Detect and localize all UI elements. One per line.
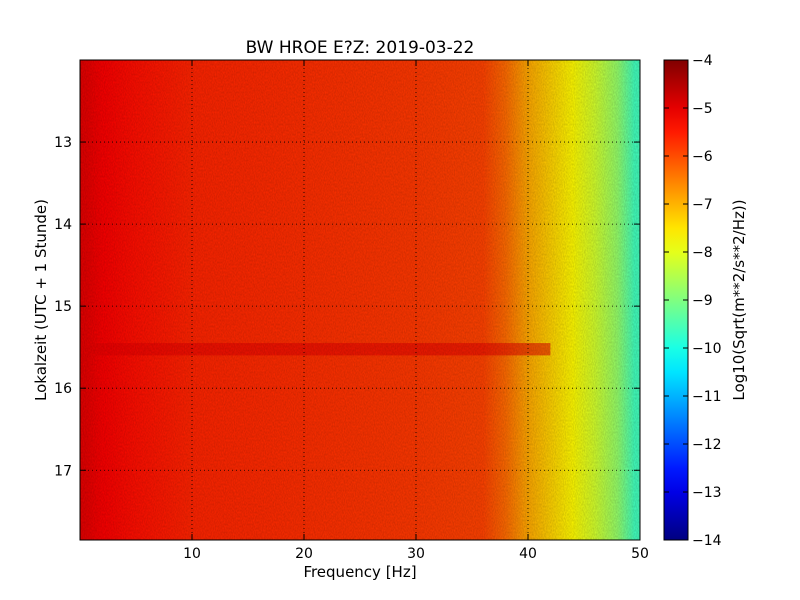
y-axis-label: Lokalzeit (UTC + 1 Stunde) [32,199,50,401]
x-tick-label-3: 40 [519,546,537,562]
colorbar-label: Log10(Sqrt(m**2/s**2/Hz)) [730,199,748,400]
y-tick-label-2: 15 [54,299,72,315]
x-tick-label-1: 20 [295,546,313,562]
y-tick-label-3: 16 [54,381,72,397]
colorbar-tick-label-7: −11 [692,389,722,405]
y-axis-ticks: 13 14 15 16 17 [54,135,640,479]
plot-frame [79,59,641,541]
y-tick-label-0: 13 [54,135,72,151]
x-axis-label: Frequency [Hz] [303,563,416,581]
colorbar-tick-label-1: −5 [692,101,713,117]
colorbar-tick-label-6: −10 [692,341,722,357]
colorbar-tick-label-9: −13 [692,485,722,501]
x-tick-label-4: 50 [631,546,649,562]
plot-area [80,60,640,540]
x-axis-ticks: 10 20 30 40 50 [183,60,649,562]
colorbar-tick-label-5: −9 [692,293,713,309]
y-tick-label-1: 14 [54,217,72,233]
colorbar-tick-label-8: −12 [692,437,722,453]
spectrogram-texture [80,60,640,540]
colorbar-tick-label-0: −4 [692,53,713,69]
y-tick-label-4: 17 [54,463,72,479]
x-tick-label-0: 10 [183,546,201,562]
colorbar: −4 −5 −6 −7 −8 −9 −10 −11 −12 −13 −14 [663,53,722,549]
colorbar-tick-label-10: −14 [692,533,722,549]
x-tick-label-2: 30 [407,546,425,562]
colorbar-ticks: −4 −5 −6 −7 −8 −9 −10 −11 −12 −13 −14 [664,53,722,549]
colorbar-tick-label-2: −6 [692,149,713,165]
colorbar-tick-label-4: −8 [692,245,713,261]
chart-title: BW HROE E?Z: 2019-03-22 [246,38,475,58]
colorbar-tick-label-3: −7 [692,197,713,213]
grid-layer [80,60,640,540]
